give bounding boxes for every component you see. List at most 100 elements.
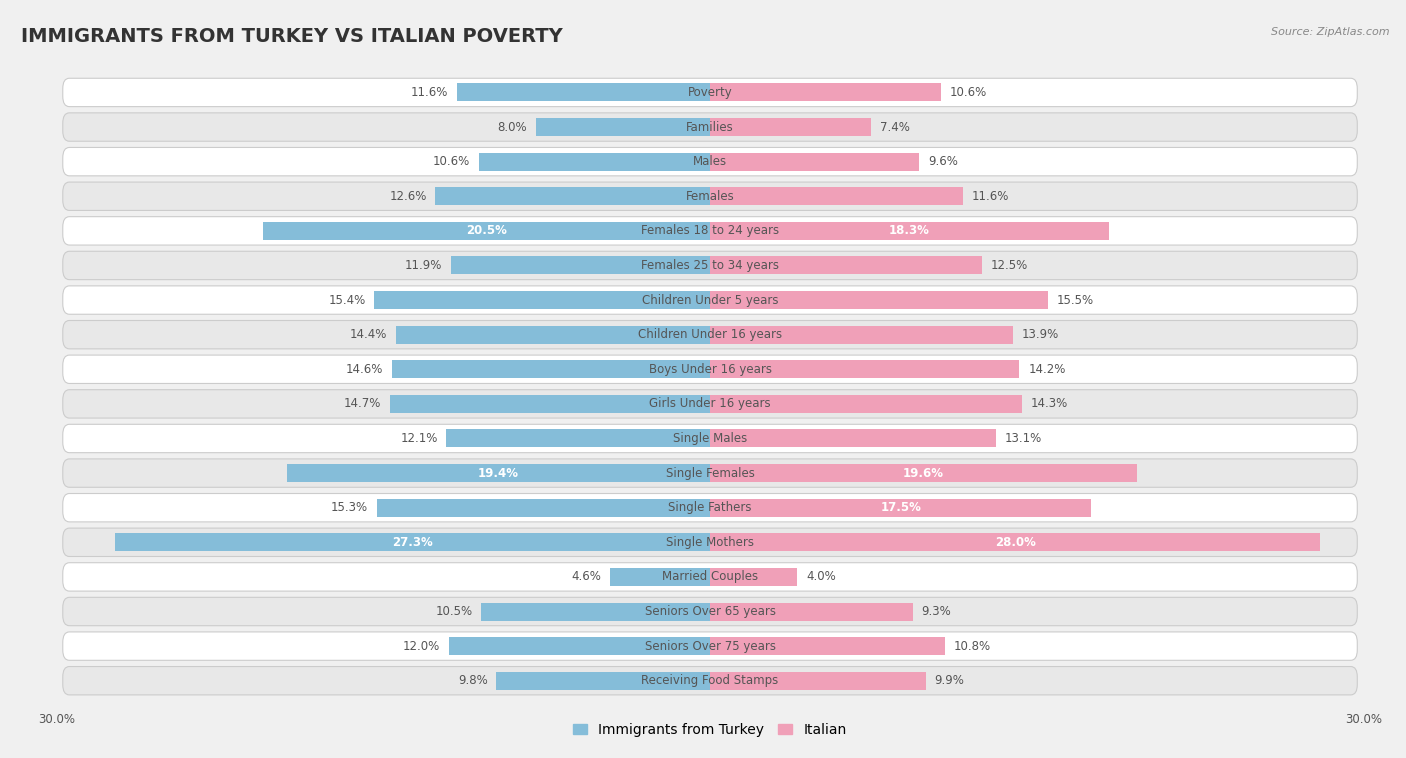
Bar — [710, 222, 1109, 240]
Text: 19.6%: 19.6% — [903, 467, 943, 480]
FancyBboxPatch shape — [63, 355, 1357, 384]
Text: 9.3%: 9.3% — [921, 605, 952, 618]
FancyBboxPatch shape — [63, 321, 1357, 349]
Text: 13.9%: 13.9% — [1022, 328, 1059, 341]
FancyBboxPatch shape — [63, 424, 1357, 453]
Text: 11.6%: 11.6% — [411, 86, 449, 99]
Bar — [446, 430, 710, 447]
Text: 14.7%: 14.7% — [343, 397, 381, 410]
Text: 12.6%: 12.6% — [389, 190, 427, 202]
Text: 15.4%: 15.4% — [329, 293, 366, 306]
Text: Families: Families — [686, 121, 734, 133]
FancyBboxPatch shape — [63, 666, 1357, 695]
FancyBboxPatch shape — [63, 562, 1357, 591]
Text: 9.6%: 9.6% — [928, 155, 957, 168]
Text: 10.6%: 10.6% — [950, 86, 987, 99]
Text: Seniors Over 75 years: Seniors Over 75 years — [644, 640, 776, 653]
Bar — [536, 118, 710, 136]
Bar — [710, 152, 920, 171]
Bar — [710, 360, 1019, 378]
Text: 4.0%: 4.0% — [806, 571, 835, 584]
Text: 14.4%: 14.4% — [350, 328, 388, 341]
Text: 15.5%: 15.5% — [1056, 293, 1094, 306]
Text: 10.6%: 10.6% — [433, 155, 470, 168]
Text: 10.5%: 10.5% — [436, 605, 472, 618]
Bar — [377, 499, 710, 517]
FancyBboxPatch shape — [63, 182, 1357, 211]
Text: Married Couples: Married Couples — [662, 571, 758, 584]
Bar — [710, 430, 995, 447]
Text: 8.0%: 8.0% — [498, 121, 527, 133]
Legend: Immigrants from Turkey, Italian: Immigrants from Turkey, Italian — [568, 718, 852, 743]
FancyBboxPatch shape — [63, 632, 1357, 660]
Bar — [392, 360, 710, 378]
Text: IMMIGRANTS FROM TURKEY VS ITALIAN POVERTY: IMMIGRANTS FROM TURKEY VS ITALIAN POVERT… — [21, 27, 562, 45]
Text: Boys Under 16 years: Boys Under 16 years — [648, 363, 772, 376]
Text: 11.6%: 11.6% — [972, 190, 1010, 202]
Text: 20.5%: 20.5% — [467, 224, 508, 237]
Bar — [710, 464, 1137, 482]
Bar — [481, 603, 710, 621]
Text: Females 18 to 24 years: Females 18 to 24 years — [641, 224, 779, 237]
FancyBboxPatch shape — [63, 493, 1357, 522]
Text: Seniors Over 65 years: Seniors Over 65 years — [644, 605, 776, 618]
Text: 27.3%: 27.3% — [392, 536, 433, 549]
Bar — [710, 118, 872, 136]
Bar — [436, 187, 710, 205]
Text: 15.3%: 15.3% — [330, 501, 368, 514]
FancyBboxPatch shape — [63, 148, 1357, 176]
Text: 12.5%: 12.5% — [991, 259, 1028, 272]
Text: Children Under 16 years: Children Under 16 years — [638, 328, 782, 341]
Text: Males: Males — [693, 155, 727, 168]
Text: 14.2%: 14.2% — [1028, 363, 1066, 376]
Text: Girls Under 16 years: Girls Under 16 years — [650, 397, 770, 410]
Text: 10.8%: 10.8% — [955, 640, 991, 653]
Text: Single Mothers: Single Mothers — [666, 536, 754, 549]
Bar — [710, 395, 1022, 413]
Text: 9.9%: 9.9% — [935, 674, 965, 688]
Text: Children Under 5 years: Children Under 5 years — [641, 293, 779, 306]
Bar — [710, 534, 1320, 551]
Bar — [389, 395, 710, 413]
Text: Females 25 to 34 years: Females 25 to 34 years — [641, 259, 779, 272]
Bar — [451, 256, 710, 274]
FancyBboxPatch shape — [63, 217, 1357, 245]
Text: 12.1%: 12.1% — [401, 432, 437, 445]
Text: Females: Females — [686, 190, 734, 202]
FancyBboxPatch shape — [63, 78, 1357, 107]
Text: Single Males: Single Males — [673, 432, 747, 445]
Bar — [374, 291, 710, 309]
Bar — [710, 256, 983, 274]
Bar — [449, 637, 710, 655]
Bar — [263, 222, 710, 240]
Bar — [457, 83, 710, 102]
Text: 19.4%: 19.4% — [478, 467, 519, 480]
Text: 12.0%: 12.0% — [402, 640, 440, 653]
Text: 13.1%: 13.1% — [1004, 432, 1042, 445]
FancyBboxPatch shape — [63, 597, 1357, 625]
Bar — [710, 499, 1091, 517]
FancyBboxPatch shape — [63, 286, 1357, 315]
Text: Source: ZipAtlas.com: Source: ZipAtlas.com — [1271, 27, 1389, 36]
Text: 17.5%: 17.5% — [880, 501, 921, 514]
Bar — [396, 326, 710, 343]
Text: Single Females: Single Females — [665, 467, 755, 480]
Text: 18.3%: 18.3% — [889, 224, 929, 237]
Text: 14.6%: 14.6% — [346, 363, 382, 376]
Bar — [479, 152, 710, 171]
Text: 4.6%: 4.6% — [571, 571, 602, 584]
FancyBboxPatch shape — [63, 459, 1357, 487]
FancyBboxPatch shape — [63, 528, 1357, 556]
Bar — [496, 672, 710, 690]
Text: Poverty: Poverty — [688, 86, 733, 99]
Bar — [710, 603, 912, 621]
Text: 14.3%: 14.3% — [1031, 397, 1067, 410]
Bar — [710, 568, 797, 586]
Bar — [710, 291, 1047, 309]
Text: 11.9%: 11.9% — [405, 259, 441, 272]
FancyBboxPatch shape — [63, 251, 1357, 280]
Bar — [287, 464, 710, 482]
FancyBboxPatch shape — [63, 390, 1357, 418]
Bar — [115, 534, 710, 551]
Text: 28.0%: 28.0% — [994, 536, 1036, 549]
